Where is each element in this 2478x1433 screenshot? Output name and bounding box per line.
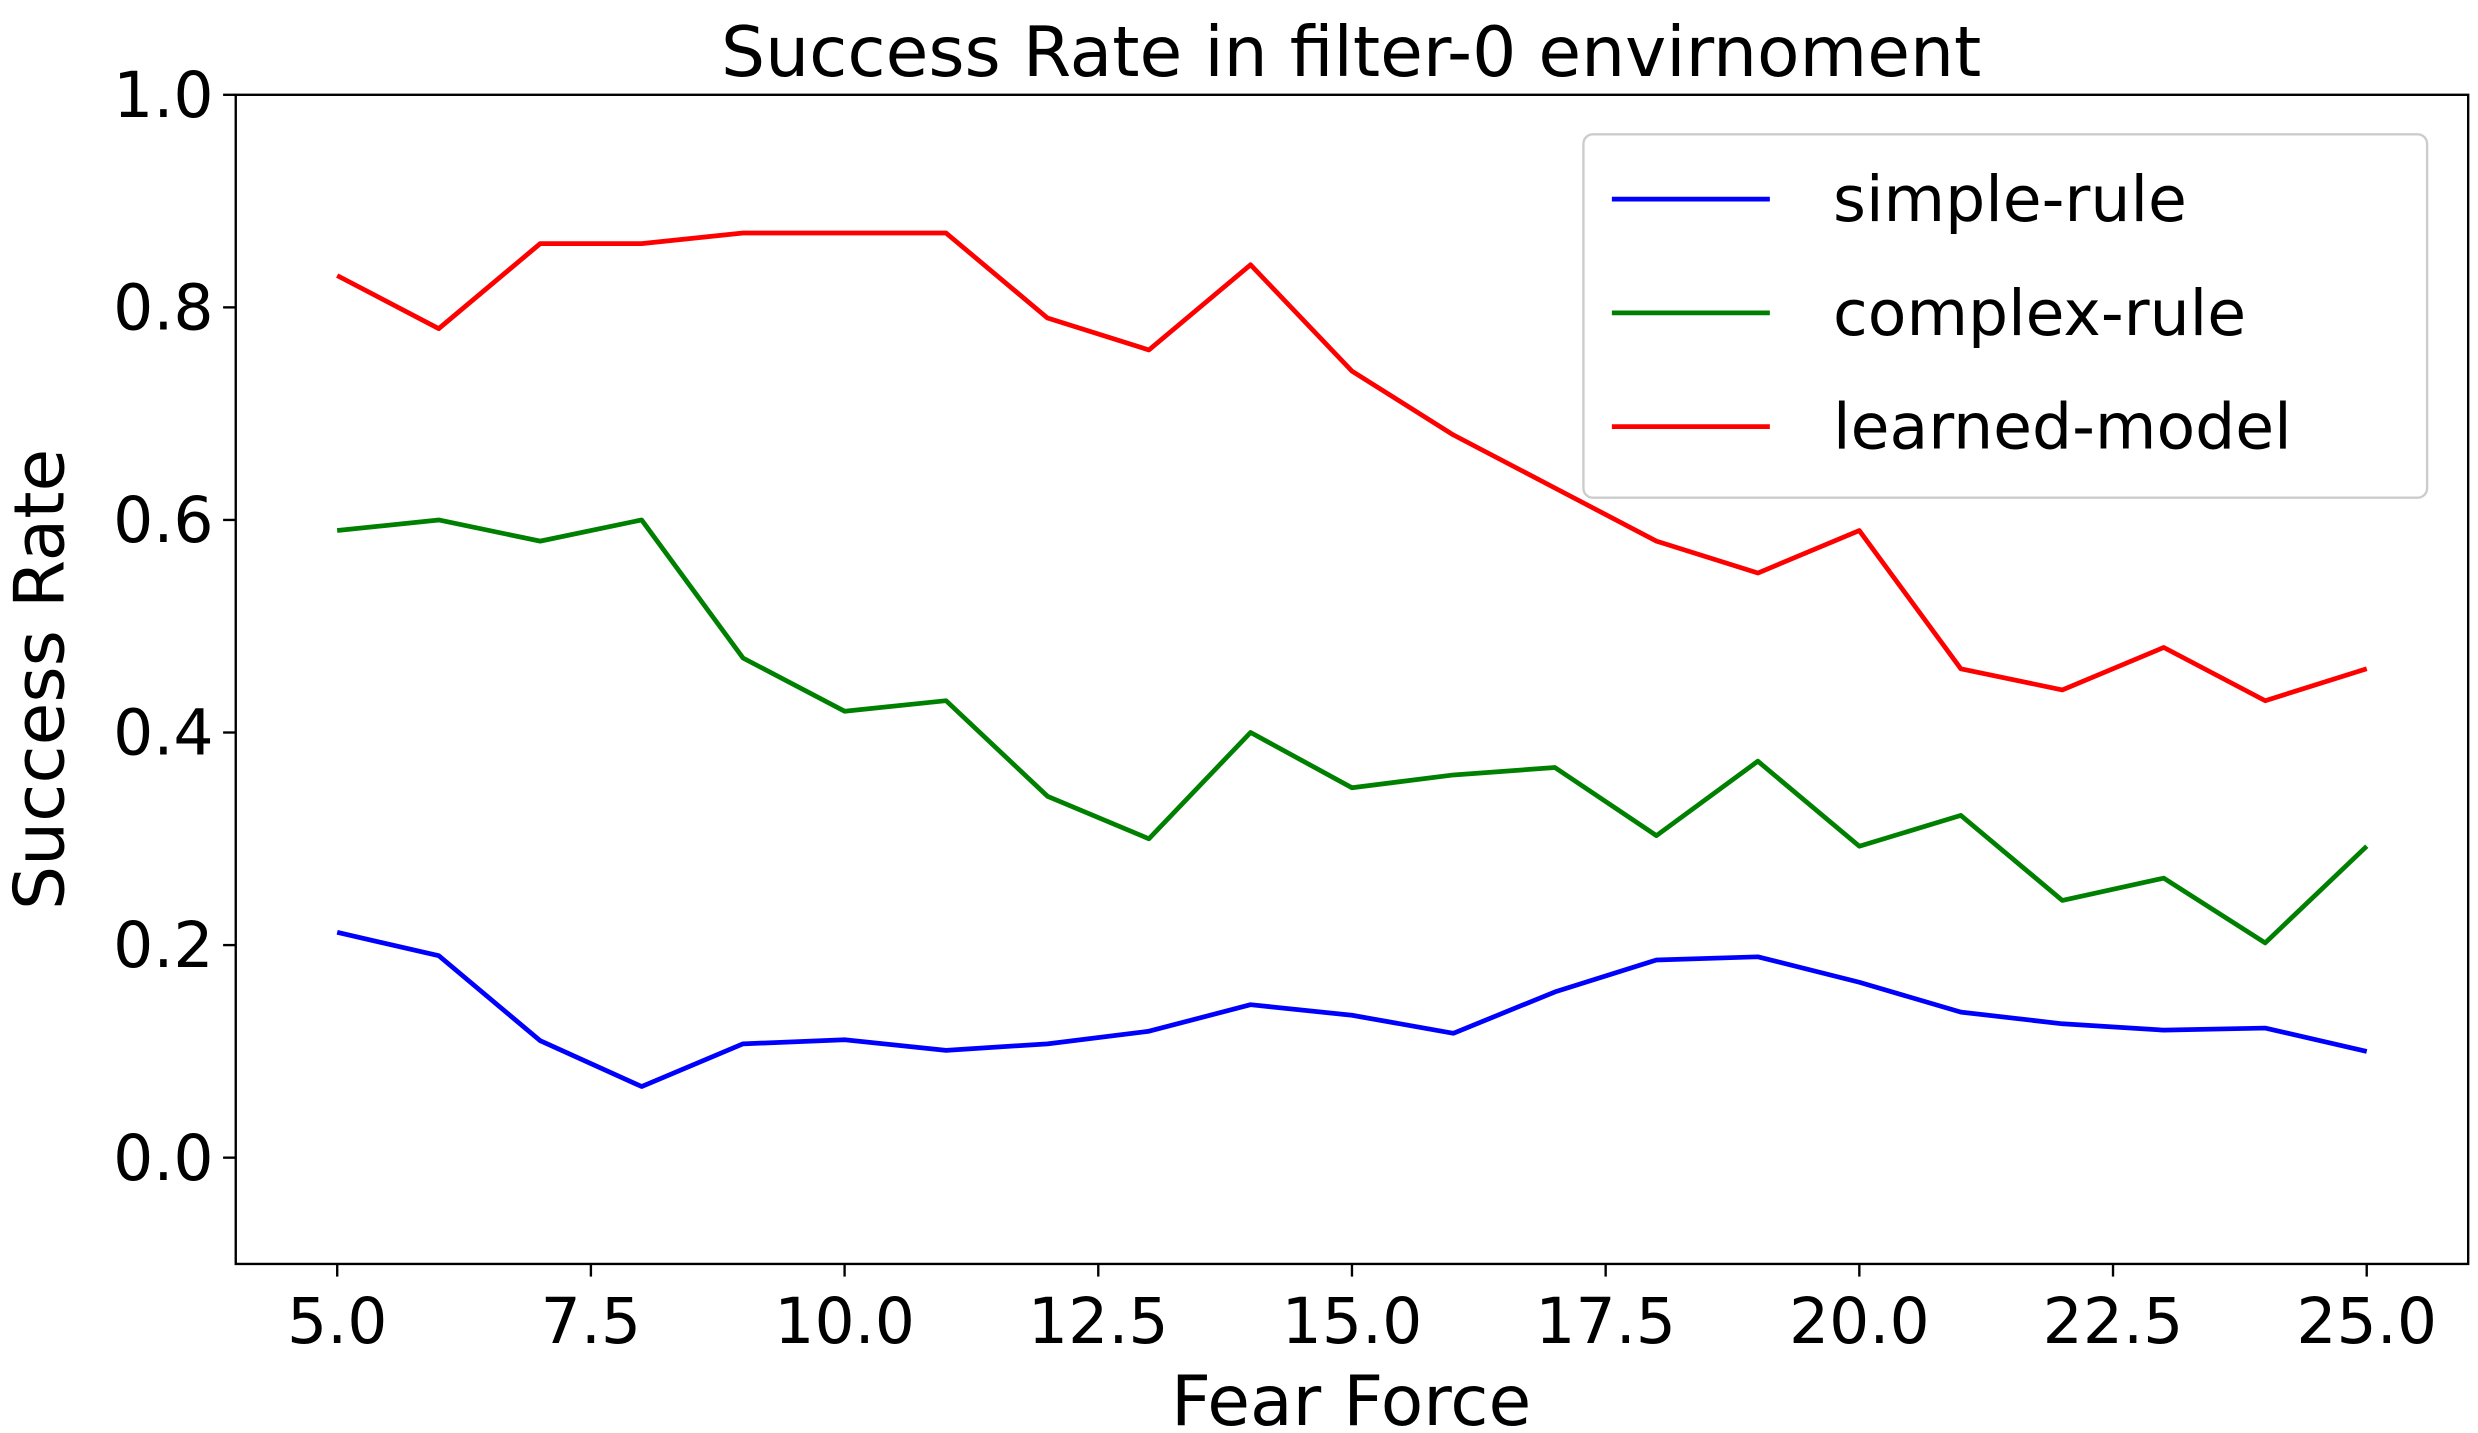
y-tick-label: 0.4 [113, 696, 214, 770]
x-tick-label: 12.5 [1028, 1284, 1169, 1358]
legend-label-complex-rule: complex-rule [1833, 276, 2246, 350]
series-line-complex-rule [336, 517, 2369, 946]
y-tick-label: 0.2 [113, 908, 214, 982]
legend-label-learned-model: learned-model [1833, 390, 2292, 464]
x-tick-label: 5.0 [287, 1284, 388, 1358]
legend-box [1582, 133, 2429, 499]
x-tick-label: 25.0 [2296, 1284, 2437, 1358]
chart-title: Success Rate in filter-0 envirnoment [721, 12, 1981, 93]
y-axis-label: Success Rate [0, 449, 81, 910]
x-axis-label: Fear Force [1171, 1361, 1531, 1433]
y-tick-label: 0.8 [113, 270, 214, 344]
y-tick-label: 1.0 [113, 58, 214, 132]
legend-label-simple-rule: simple-rule [1833, 162, 2187, 236]
x-tick-label: 22.5 [2043, 1284, 2184, 1358]
axes-frame [234, 93, 2470, 1266]
x-tick-label: 20.0 [1789, 1284, 1930, 1358]
x-tick-label: 7.5 [541, 1284, 642, 1358]
series-line-simple-rule [336, 930, 2368, 1089]
x-tick-label: 15.0 [1282, 1284, 1423, 1358]
series-line-learned-model [336, 230, 2368, 704]
x-tick-label: 17.5 [1535, 1284, 1676, 1358]
y-tick-label: 0.6 [113, 483, 214, 557]
y-tick-label: 0.0 [113, 1121, 214, 1195]
x-tick-label: 10.0 [774, 1284, 915, 1358]
